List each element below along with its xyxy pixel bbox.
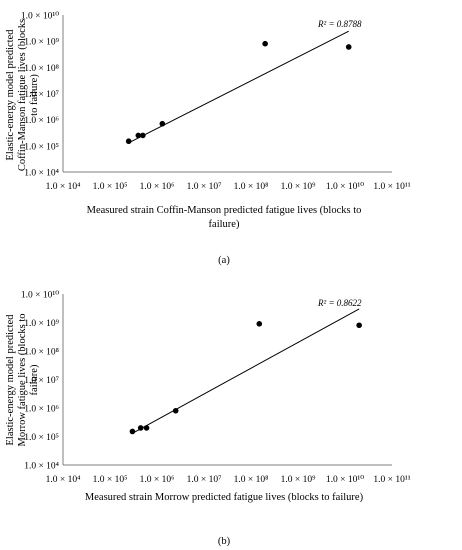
caption-b: (b) (218, 536, 231, 547)
y-tick-label: 1.0 × 10⁴ (24, 169, 59, 179)
y-tick-label: 1.0 × 10⁸ (24, 348, 59, 358)
chart-b: 1.0 × 10⁴ 1.0 × 10⁵ 1.0 × 10⁶ 1.0 × 10⁷ 1.0 … (5, 291, 411, 504)
x-tick-label: 1.0 × 10¹⁰ (326, 182, 364, 192)
y-tick-label: 1.0 × 10⁷ (24, 90, 59, 100)
data-point (129, 428, 136, 435)
y-tick-label: 1.0 × 10¹⁰ (21, 12, 59, 22)
y-axis-label: to failure) (29, 74, 40, 116)
y-tick-label: 1.0 × 10⁵ (24, 142, 59, 152)
r-squared-annotation: R² = 0.8622 (317, 298, 362, 308)
trendline (128, 30, 349, 144)
x-tick-label: 1.0 × 10⁵ (93, 475, 128, 485)
x-tick-label: 1.0 × 10⁷ (187, 475, 222, 485)
y-tick-label: 1.0 × 10⁶ (24, 116, 59, 126)
data-point (345, 44, 352, 50)
data-point (356, 322, 362, 329)
x-tick-label: 1.0 × 10⁴ (46, 182, 81, 192)
chart-a: 1.0 × 10⁴ 1.0 × 10⁵ 1.0 × 10⁶ 1.0 × 10⁷ 1.0 … (5, 12, 411, 231)
trendline (132, 308, 360, 434)
x-axis-label: failure) (209, 219, 240, 230)
y-axis-label: Elastic-energy model predicted (5, 29, 16, 161)
y-tick-label: 1.0 × 10⁹ (24, 38, 59, 48)
y-tick-label: 1.0 × 10⁵ (24, 433, 59, 443)
data-point (125, 138, 132, 145)
x-tick-label: 1.0 × 10⁶ (140, 475, 175, 485)
y-tick-label: 1.0 × 10⁶ (24, 405, 59, 415)
caption-a: (a) (218, 255, 230, 266)
x-tick-label: 1.0 × 10¹¹ (373, 182, 410, 192)
data-point (143, 425, 150, 431)
x-axis-label: Measured strain Coffin-Manson predicted … (87, 205, 362, 216)
x-tick-label: 1.0 × 10⁴ (46, 475, 81, 485)
data-point (135, 132, 142, 139)
data-point (140, 132, 146, 139)
x-tick-label: 1.0 × 10⁶ (140, 182, 175, 192)
data-point (137, 425, 144, 431)
y-tick-label: 1.0 × 10⁴ (24, 462, 59, 472)
y-axis-label: Elastic-energy model predicted (5, 314, 16, 446)
data-point (256, 321, 263, 327)
x-tick-label: 1.0 × 10⁸ (234, 182, 269, 192)
y-axis-label: failure) (29, 364, 40, 395)
y-axis-label: Coffin-Manson fatigue lives (blocks (17, 19, 28, 171)
data-point (159, 120, 166, 127)
x-tick-label: 1.0 × 10¹¹ (373, 475, 410, 485)
x-axis-label: Measured strain Morrow predicted fatigue… (85, 492, 364, 503)
data-point (172, 407, 179, 414)
x-tick-label: 1.0 × 10⁵ (93, 182, 128, 192)
data-point (262, 40, 268, 47)
y-tick-label: 1.0 × 10⁹ (24, 319, 59, 329)
y-tick-label: 1.0 × 10⁸ (24, 64, 59, 74)
x-tick-label: 1.0 × 10⁹ (281, 475, 316, 485)
x-tick-label: 1.0 × 10⁸ (234, 475, 269, 485)
x-tick-label: 1.0 × 10⁹ (281, 182, 316, 192)
y-tick-label: 1.0 × 10⁷ (24, 376, 59, 386)
r-squared-annotation: R² = 0.8788 (317, 19, 362, 29)
y-tick-label: 1.0 × 10¹⁰ (21, 291, 59, 301)
x-tick-label: 1.0 × 10¹⁰ (326, 475, 364, 485)
y-axis-label: Morrow fatigue lives (blocks to (17, 314, 28, 447)
x-tick-label: 1.0 × 10⁷ (187, 182, 222, 192)
